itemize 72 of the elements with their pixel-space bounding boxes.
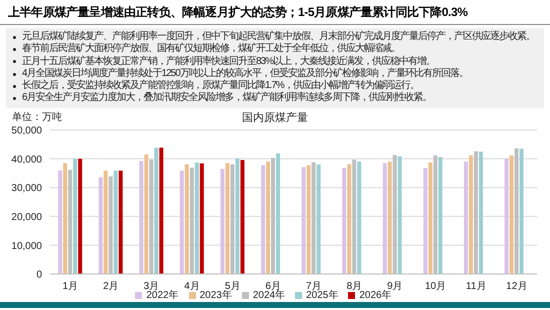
text: 正月十五后煤矿基本恢复正常产销，产能利用率快速回升至83%以上，大秦线接近满发，供应稳中有增。	[22, 56, 436, 68]
bar	[98, 177, 103, 274]
bar	[139, 160, 144, 274]
bar	[154, 148, 158, 274]
x-tick-label: 1月	[62, 280, 78, 292]
bar	[220, 168, 224, 274]
bar	[347, 164, 352, 274]
legend-label: 2024年	[252, 290, 286, 301]
x-tick-label: 11月	[466, 280, 486, 292]
bar	[428, 162, 432, 274]
text: 春节前后民营矿大面积停产放假、国有矿仅短期检修，煤矿开工处于全年低位，供应大幅缩减。	[22, 43, 400, 56]
x-tick-label: 2月	[103, 280, 119, 292]
y-tick-label: 20,000	[11, 212, 42, 223]
text: 元旦后煤矿陆续复产、产能利用率一度回升，但中下旬起民营矿集中放假、月末部分矿完成月度产量后停产，产区供应逐步收紧。	[22, 31, 535, 42]
legend-label: 2026年	[359, 290, 392, 301]
legend-label: 2025年	[306, 290, 338, 301]
bar	[235, 158, 240, 274]
bar	[423, 168, 428, 274]
bar	[464, 161, 468, 274]
bar	[302, 166, 306, 274]
chart-title: 上半年原煤产量呈增速由正转负、降幅逐月扩大的态势；1-5月原煤产量累计同比下降0.3%	[8, 4, 468, 21]
bar	[194, 162, 199, 274]
bar	[58, 170, 62, 274]
bar	[144, 154, 148, 274]
x-tick-label: 9月	[387, 280, 403, 292]
x-tick-label: 4月	[184, 280, 200, 292]
bar	[184, 164, 189, 274]
bar	[240, 160, 244, 274]
text: 6月安全生产月安监力度加大，叠加汛期安全风险增多，煤矿产能利用率连续多周下降，供应刚性收紧。	[22, 92, 432, 105]
x-tick-label: 12月	[506, 280, 528, 292]
y-tick-label: 30,000	[11, 182, 42, 194]
bar	[114, 170, 118, 274]
bar	[73, 158, 78, 274]
bar	[159, 147, 164, 274]
bar	[398, 156, 402, 274]
text: 4月全国煤炭日均调度产量持续处于1250万吨以上的较高水平，但受安监及部分矿检修影响，产量环比有所回落。	[22, 68, 468, 80]
bar	[266, 161, 270, 274]
text: 长假之后，受安监持续收紧及产能管控影响，原煤产量同比降1.7%，供应由小幅增产转为偏弱运行。	[22, 80, 419, 92]
bar	[118, 170, 123, 274]
legend-label: 2023年	[200, 290, 232, 301]
bar	[225, 162, 230, 274]
bar	[180, 170, 184, 274]
x-tick-label: 10月	[424, 280, 446, 292]
bar	[382, 162, 387, 274]
y-tick-label: 50,000	[11, 125, 42, 136]
bar	[261, 164, 266, 274]
bar	[78, 158, 82, 274]
x-tick-label: 7月	[306, 280, 322, 292]
bar	[316, 164, 321, 274]
y-tick-label: 10,000	[11, 240, 42, 252]
bar	[357, 161, 362, 274]
bar	[504, 158, 509, 274]
bar	[468, 155, 473, 274]
bar	[342, 168, 346, 274]
x-tick-label: 3月	[144, 280, 160, 292]
bar	[104, 170, 108, 274]
x-tick-label: 6月	[265, 280, 281, 292]
bar	[510, 155, 514, 274]
x-tick-label: 8月	[346, 280, 362, 292]
legend-label: 2022年	[146, 290, 179, 301]
y-tick-label: 40,000	[11, 154, 42, 166]
bar	[63, 162, 68, 274]
y-axis-title: 单位：万吨	[12, 110, 62, 124]
bar	[276, 153, 280, 274]
bar	[438, 156, 442, 274]
chart-subtitle: 国内原煤产量	[242, 112, 308, 124]
bar	[478, 151, 483, 274]
bar	[200, 163, 204, 274]
bar	[306, 165, 311, 274]
y-tick-label: 0	[36, 269, 42, 280]
bar	[388, 161, 392, 274]
bar	[520, 148, 524, 274]
